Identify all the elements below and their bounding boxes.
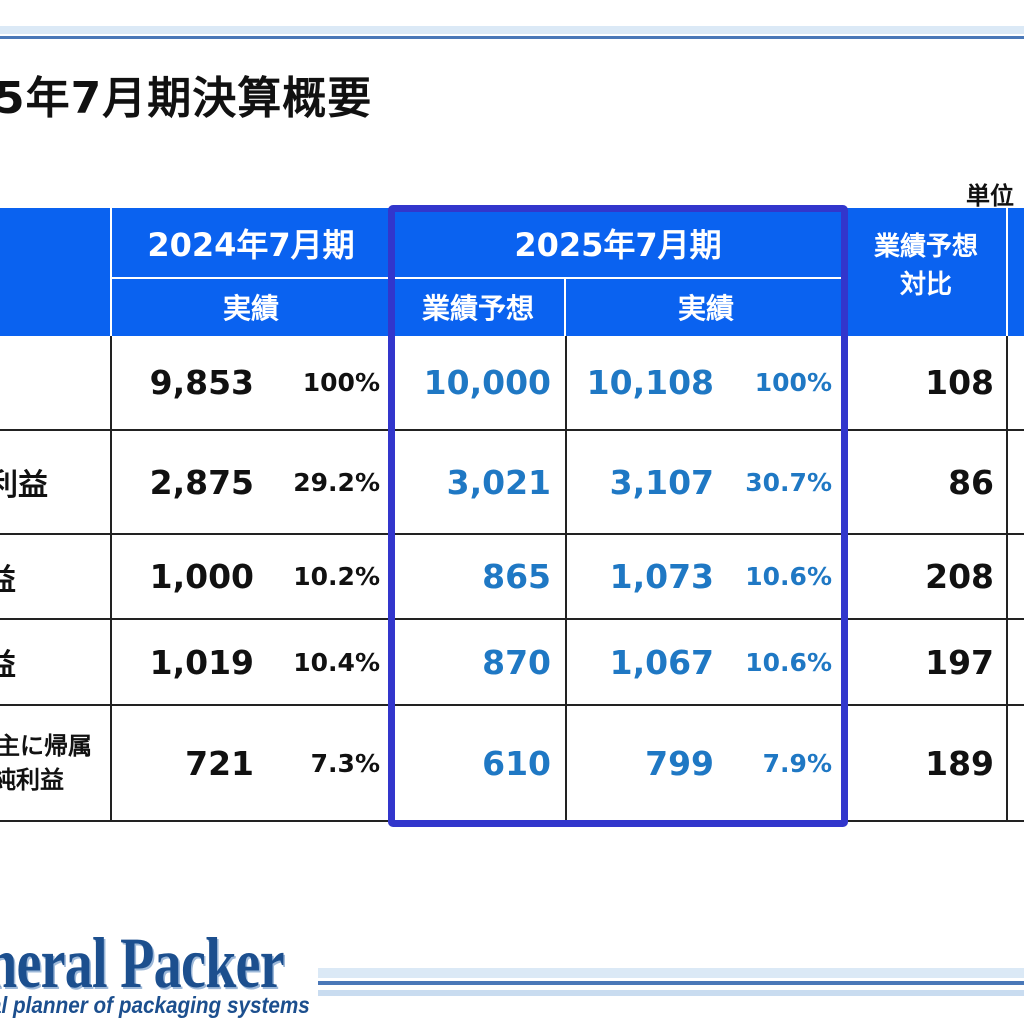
fy2024-value: 1,000 <box>149 557 254 596</box>
company-tagline: al planner of packaging systems <box>0 992 310 1018</box>
header-divider <box>390 277 846 279</box>
row-label: 主に帰属 純利益 <box>0 706 92 820</box>
vs-forecast-value: 197 <box>925 642 994 682</box>
actual-value: 3,107 <box>609 462 714 502</box>
header-next-cell <box>1008 208 1024 336</box>
fy2024-value: 2,875 <box>149 462 254 502</box>
actual-value: 10,108 <box>586 363 714 402</box>
footer-bar-light <box>318 968 1024 978</box>
unit-label: 単位 <box>966 182 1014 210</box>
footer-bar-light2 <box>318 990 1024 996</box>
col-divider <box>110 336 112 822</box>
col-divider <box>1006 336 1008 822</box>
header-vs-forecast-line2: 対比 <box>899 270 952 300</box>
header-divider <box>110 208 112 336</box>
forecast-value: 3,021 <box>446 462 551 502</box>
forecast-value: 610 <box>482 743 551 783</box>
actual-pct: 10.6% <box>745 562 832 591</box>
vs-forecast-value: 208 <box>925 557 994 596</box>
fy2024-pct: 29.2% <box>293 467 380 497</box>
vs-forecast-value: 189 <box>925 743 994 783</box>
header-fy2025-forecast: 業績予想 <box>390 278 566 336</box>
row-divider <box>0 618 1024 620</box>
header-vs-forecast-line1: 業績予想 <box>873 232 978 262</box>
col-divider <box>565 336 567 822</box>
actual-pct: 30.7% <box>745 467 832 497</box>
fy2024-value: 1,019 <box>149 642 254 682</box>
company-logo: neral Packer <box>0 923 285 1003</box>
forecast-value: 10,000 <box>423 363 551 402</box>
row-label-line1: 主に帰属 <box>0 732 92 760</box>
row-divider <box>0 704 1024 706</box>
fy2024-pct: 10.4% <box>293 647 380 677</box>
fy2024-value: 721 <box>185 743 254 783</box>
header-fy2025-actual: 実績 <box>566 278 846 336</box>
forecast-value: 865 <box>482 557 551 596</box>
actual-pct: 100% <box>754 368 832 397</box>
row-divider <box>0 820 1024 822</box>
fy2024-pct: 7.3% <box>310 748 380 778</box>
actual-value: 1,073 <box>609 557 714 596</box>
row-divider <box>0 429 1024 431</box>
actual-value: 799 <box>645 743 714 783</box>
row-label: 益 <box>0 648 16 683</box>
row-label: 益 <box>0 562 16 598</box>
vs-forecast-value: 108 <box>925 363 994 402</box>
header-fy2024: 2024年7月期 <box>112 208 390 278</box>
header-vs-forecast: 業績予想 対比 <box>846 208 1006 336</box>
header-item-cell <box>0 208 112 336</box>
header-fy2025: 2025年7月期 <box>390 208 846 278</box>
footer-bar-dark <box>318 981 1024 985</box>
top-accent-line <box>0 36 1024 39</box>
row-label-line2: 純利益 <box>0 766 64 794</box>
header-divider <box>112 277 390 279</box>
header-divider <box>1006 208 1008 336</box>
fy2024-pct: 10.2% <box>293 562 380 591</box>
actual-value: 1,067 <box>609 642 714 682</box>
fy2024-value: 9,853 <box>149 363 254 402</box>
row-label: 利益 <box>0 468 48 503</box>
header-divider <box>564 278 566 336</box>
fy2024-pct: 100% <box>302 368 380 397</box>
top-accent-band <box>0 26 1024 34</box>
header-fy2024-actual: 実績 <box>112 278 390 336</box>
row-label <box>0 336 104 429</box>
forecast-value: 870 <box>482 642 551 682</box>
page-title: 5年7月期決算概要 <box>0 73 373 124</box>
row-divider <box>0 533 1024 535</box>
top-band <box>0 0 1024 28</box>
vs-forecast-value: 86 <box>948 462 994 502</box>
actual-pct: 10.6% <box>745 647 832 677</box>
actual-pct: 7.9% <box>762 748 832 778</box>
